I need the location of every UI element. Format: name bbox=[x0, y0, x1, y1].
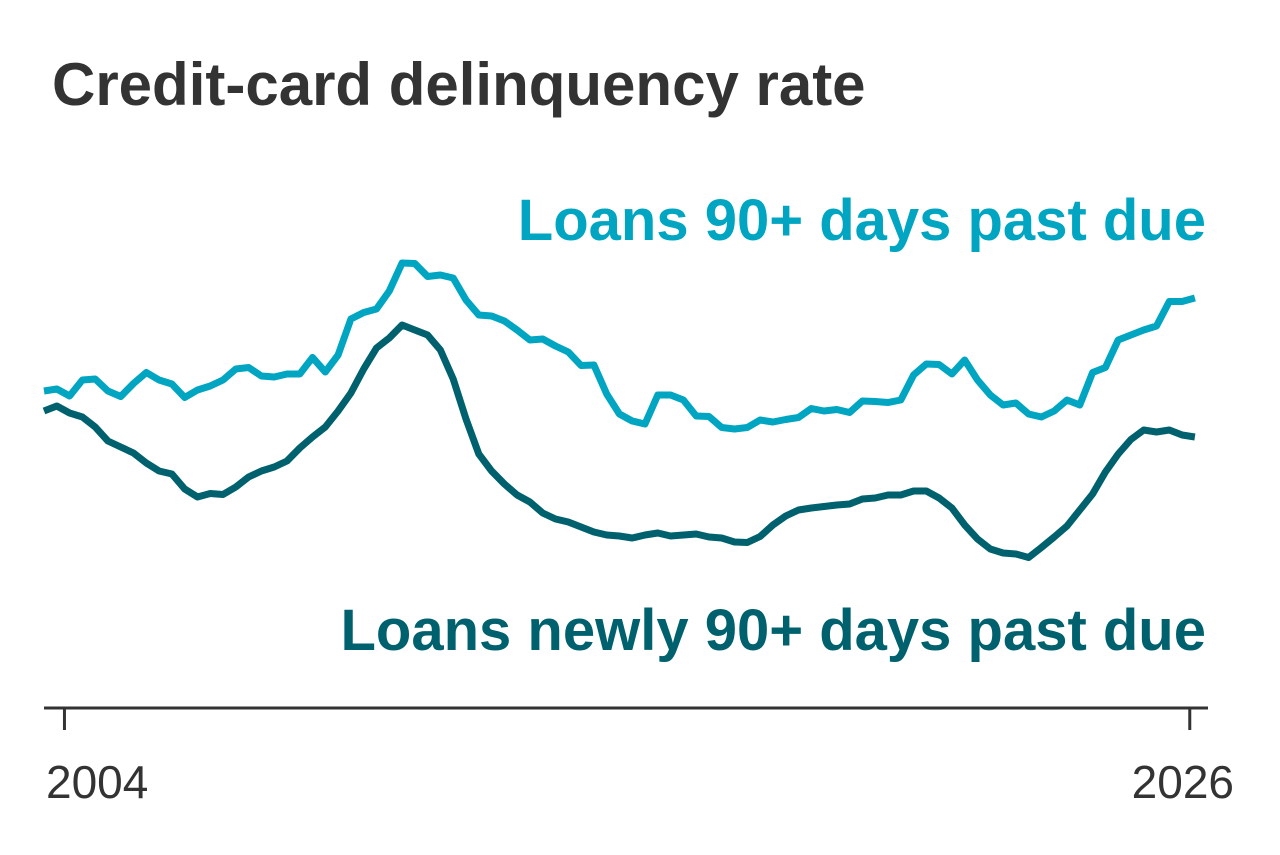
x-tick-label-2004: 2004 bbox=[46, 756, 148, 808]
series-layer bbox=[42, 259, 1196, 561]
series-line-loans-newly-90-plus bbox=[42, 321, 1196, 561]
series-label-loans-90-plus: Loans 90+ days past due bbox=[518, 188, 1206, 253]
series-label-loans-newly-90-plus: Loans newly 90+ days past due bbox=[341, 598, 1207, 663]
x-tick-label-2026: 2026 bbox=[1132, 756, 1234, 808]
x-axis-ticks: 2004 2026 bbox=[46, 708, 1234, 808]
series-line-loans-90-plus bbox=[43, 259, 1196, 433]
chart-title: Credit-card delinquency rate bbox=[52, 51, 866, 118]
